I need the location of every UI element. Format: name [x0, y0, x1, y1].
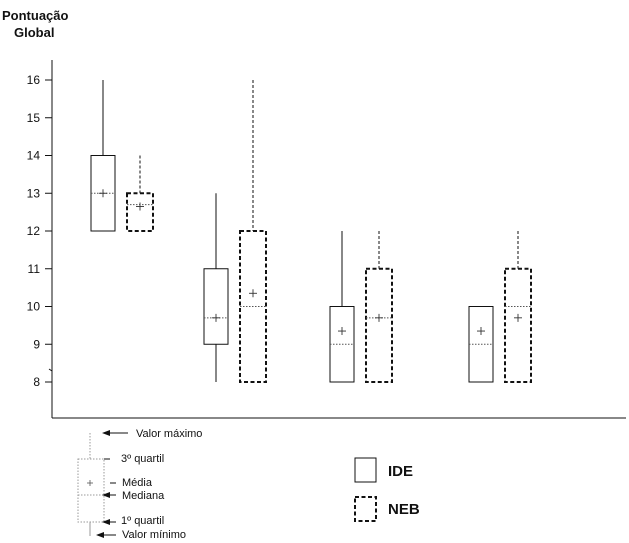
box-key: Valor máximo 3º quartil Média Mediana 1º… [77, 428, 202, 541]
y-tick-label-11: 11 [28, 262, 41, 276]
y-axis-title-line2: Global [14, 25, 54, 40]
key-box [77, 458, 105, 523]
key-label-max: Valor máximo [136, 428, 202, 440]
group-3-ide-mean-marker [338, 327, 346, 336]
group-1-neb [126, 155, 154, 232]
key-arrow-min [96, 532, 116, 538]
group-1-neb-box [126, 192, 154, 232]
group-1-neb-mean-marker [136, 202, 144, 211]
key-arrow-median [102, 492, 116, 498]
group-2-neb [239, 80, 267, 383]
key-arrow-q1 [102, 519, 116, 525]
group-4-neb-mean-marker [514, 313, 522, 322]
boxes [90, 80, 532, 383]
key-arrow-max [102, 430, 128, 436]
axis-stub [48, 368, 53, 372]
y-tick-label-10: 10 [27, 300, 41, 314]
group-2-ide [203, 193, 229, 382]
y-ticks: 8 9 10 11 12 13 14 15 16 [27, 73, 52, 389]
y-tick-label-8: 8 [33, 375, 40, 389]
y-axis-title-line1: Pontuação [2, 8, 69, 23]
group-4-neb-box [504, 267, 532, 383]
group-4-ide [468, 306, 494, 383]
group-4-neb [504, 231, 532, 383]
group-3-neb-mean-marker [375, 313, 383, 322]
group-2-ide-mean-marker [212, 313, 220, 322]
legend-swatch-ide [354, 457, 377, 483]
group-1-ide-mean-marker [99, 189, 107, 198]
key-mean-marker [87, 480, 93, 486]
legend-label-ide: IDE [388, 463, 413, 480]
group-4-ide-mean-marker [477, 327, 485, 336]
legend-swatch-neb [354, 496, 377, 522]
y-tick-label-13: 13 [27, 186, 41, 200]
key-label-q1: 1º quartil [121, 515, 164, 527]
group-3-neb [365, 231, 393, 383]
y-tick-label-15: 15 [27, 111, 41, 125]
key-label-min: Valor mínimo [122, 529, 186, 541]
y-tick-label-12: 12 [27, 224, 41, 238]
legend: IDE NEB [354, 457, 420, 522]
group-3-ide [329, 231, 355, 383]
key-label-mean: Média [122, 477, 153, 489]
group-2-neb-mean-marker [249, 289, 257, 298]
group-1-ide [90, 80, 116, 232]
y-tick-label-16: 16 [27, 73, 41, 87]
group-3-neb-box [365, 267, 393, 383]
group-2-ide-box [203, 268, 229, 345]
key-label-median: Mediana [122, 490, 165, 502]
group-2-neb-box [239, 230, 267, 383]
y-tick-label-14: 14 [27, 149, 41, 163]
legend-label-neb: NEB [388, 501, 420, 518]
key-label-q3: 3º quartil [121, 453, 164, 465]
y-tick-label-9: 9 [33, 337, 40, 351]
